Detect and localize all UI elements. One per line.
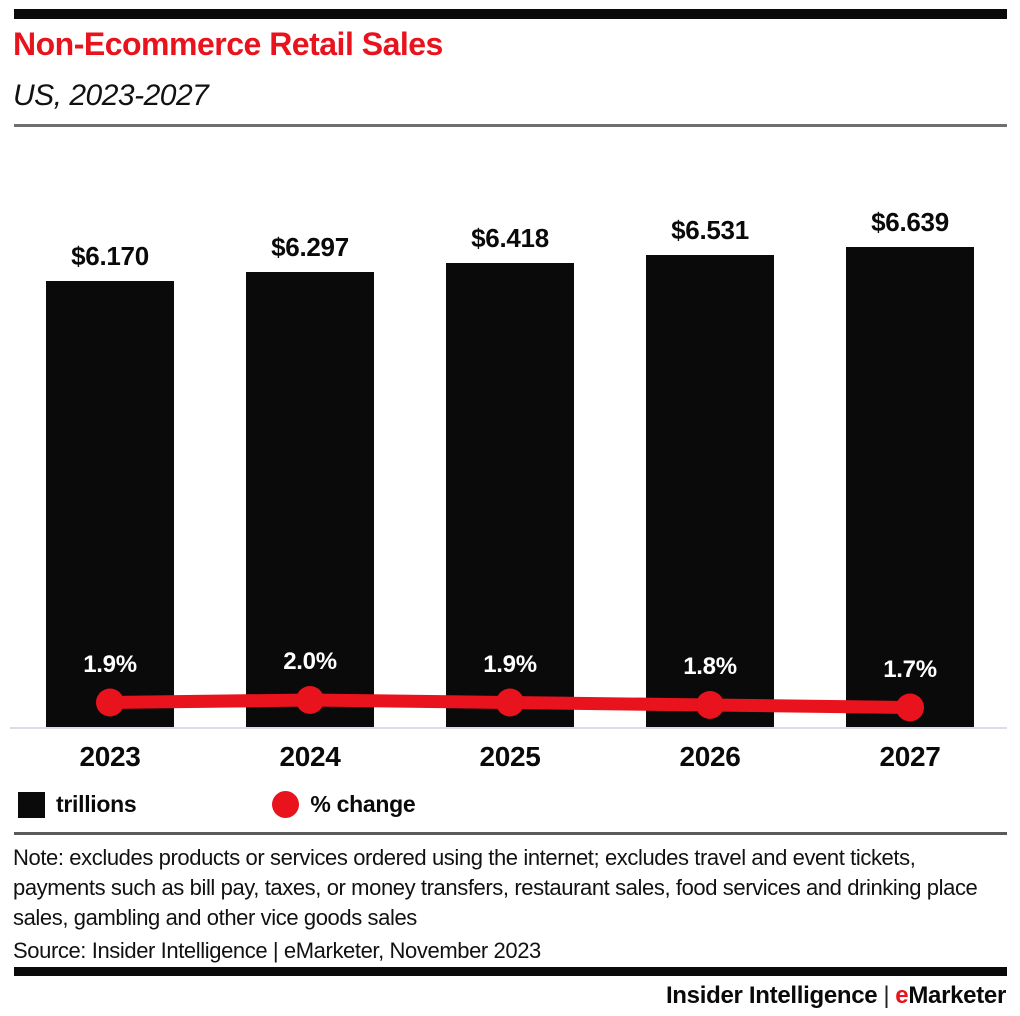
pct-change-marker-2024 xyxy=(296,686,324,714)
top-accent-bar xyxy=(14,9,1007,19)
bar-2026 xyxy=(646,255,774,727)
footer-brand-emarketer-e: e xyxy=(895,982,909,1009)
x-axis-label-2024: 2024 xyxy=(279,741,341,772)
pct-change-label-2023: 1.9% xyxy=(83,650,137,678)
header-divider xyxy=(14,124,1007,127)
pct-change-label-2026: 1.8% xyxy=(683,653,737,680)
x-axis-label-2027: 2027 xyxy=(879,741,941,772)
pct-change-marker-2026 xyxy=(696,691,724,719)
source-text: Source: Insider Intelligence | eMarketer… xyxy=(13,938,541,963)
bar-value-label-2026: $6.531 xyxy=(671,215,749,245)
legend-divider xyxy=(14,832,1007,835)
bar-2025 xyxy=(446,263,574,727)
pct-change-label-2025: 1.9% xyxy=(483,650,537,678)
footer-brand-separator: | xyxy=(883,982,890,1009)
footer-brand-left: Insider Intelligence xyxy=(665,982,878,1009)
legend-label-pct-change: % change xyxy=(310,791,416,817)
chart-legend: trillions % change xyxy=(18,791,416,818)
footer-brand: Insider Intelligence | eMarketer xyxy=(666,982,1006,1010)
pct-change-marker-2025 xyxy=(496,688,524,717)
pct-change-marker-2027 xyxy=(896,693,924,722)
legend-square-swatch xyxy=(18,791,45,818)
bar-2024 xyxy=(246,272,374,727)
legend-label-trillions: trillions xyxy=(56,791,137,817)
pct-change-label-2024: 2.0% xyxy=(283,648,337,675)
bar-value-label-2027: $6.639 xyxy=(871,207,949,237)
x-axis-label-2025: 2025 xyxy=(479,741,541,772)
pct-change-label-2027: 1.7% xyxy=(883,655,937,683)
bar-2027 xyxy=(846,247,974,727)
bar-2023 xyxy=(46,281,174,727)
footer-divider-bar xyxy=(14,967,1007,976)
bar-value-label-2024: $6.297 xyxy=(271,232,349,262)
bar-value-label-2023: $6.170 xyxy=(71,241,149,271)
page-title: Non-Ecommerce Retail Sales xyxy=(13,26,443,62)
legend-circle-swatch xyxy=(272,791,300,818)
footer-brand-emarketer-rest: Marketer xyxy=(908,982,1006,1009)
pct-change-marker-2023 xyxy=(96,688,124,717)
x-axis-label-2026: 2026 xyxy=(679,741,741,772)
x-axis-label-2023: 2023 xyxy=(79,741,141,772)
bar-value-label-2025: $6.418 xyxy=(471,223,549,253)
page-subtitle: US, 2023-2027 xyxy=(13,79,209,112)
x-axis-baseline xyxy=(10,727,1007,729)
note-text: Note: excludes products or services orde… xyxy=(13,845,978,930)
